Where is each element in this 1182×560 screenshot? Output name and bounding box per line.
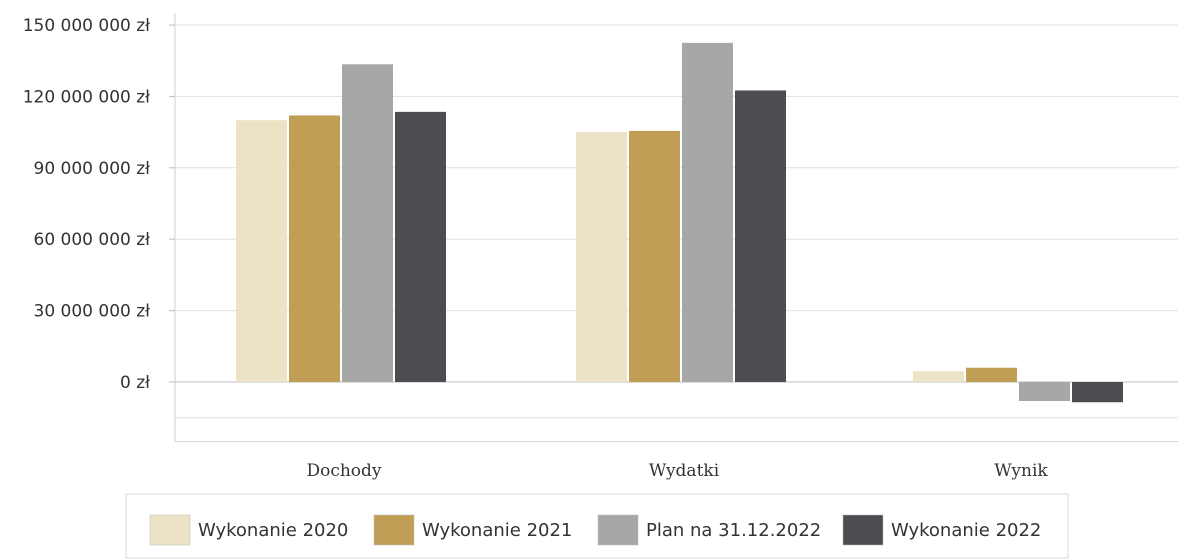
bar — [735, 90, 786, 382]
y-tick-label: 90 000 000 zł — [34, 159, 151, 179]
bar — [395, 111, 446, 383]
bar — [342, 64, 393, 383]
legend-box — [125, 493, 1069, 559]
y-tick-label: 60 000 000 zł — [34, 230, 151, 250]
category-labels: Dochody Wydatki Wynik — [306, 461, 1048, 481]
category-label: Wynik — [994, 461, 1048, 481]
bar — [682, 42, 733, 382]
legend: Wykonanie 2020 Wykonanie 2021 Plan na 31.1… — [149, 514, 1041, 546]
bar — [1072, 382, 1123, 403]
legend-swatch — [842, 514, 884, 546]
bar — [576, 132, 627, 382]
category-label: Wydatki — [649, 461, 720, 481]
y-tick-label: 150 000 000 zł — [23, 16, 150, 36]
legend-swatch — [373, 514, 415, 546]
category-label: Dochody — [306, 461, 381, 481]
legend-swatch — [597, 514, 639, 546]
bar — [236, 120, 287, 382]
legend-label: Wykonanie 2022 — [891, 520, 1041, 541]
bar — [966, 367, 1017, 382]
legend-swatch — [149, 514, 191, 546]
y-tick-label: 120 000 000 zł — [23, 87, 150, 107]
y-tick-label: 30 000 000 zł — [34, 302, 151, 322]
bar — [629, 130, 680, 382]
legend-label: Plan na 31.12.2022 — [646, 520, 821, 541]
y-axis-ticks: 0 zł 30 000 000 zł 60 000 000 zł 90 000 000… — [23, 16, 150, 393]
bar — [913, 371, 964, 382]
bar — [1019, 382, 1070, 402]
legend-label: Wykonanie 2021 — [422, 520, 572, 541]
legend-label: Wykonanie 2020 — [198, 520, 348, 541]
bar — [289, 115, 340, 382]
y-tick-label: 0 zł — [120, 373, 150, 393]
bars — [236, 42, 1123, 403]
